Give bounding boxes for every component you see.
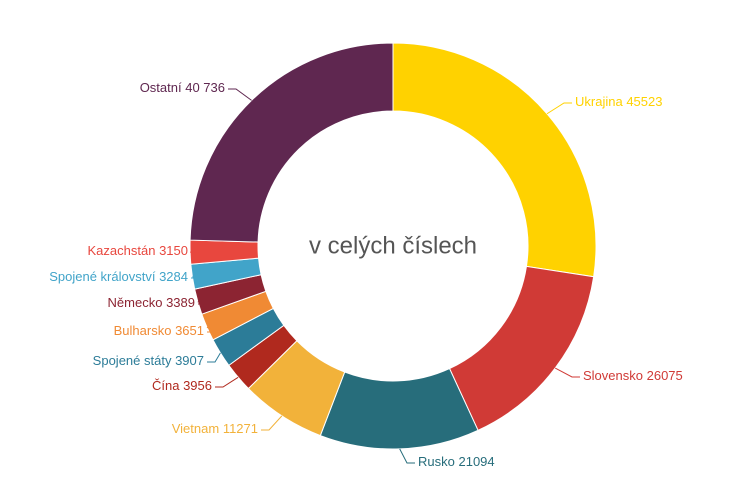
data-label: Ukrajina 45523: [575, 94, 662, 109]
label-name: Spojené státy: [93, 353, 172, 368]
leader-line: [197, 301, 207, 305]
leader-line: [399, 448, 415, 464]
data-label: Slovensko 26075: [583, 368, 683, 383]
label-name: Ukrajina: [575, 94, 623, 109]
label-value: 45523: [626, 94, 662, 109]
leader-line: [261, 415, 283, 431]
slice: [189, 42, 394, 243]
label-name: Čína: [152, 378, 180, 393]
leader-line: [546, 102, 572, 115]
slice: [448, 265, 595, 432]
leader-line: [228, 88, 252, 101]
label-value: 3389: [166, 295, 195, 310]
label-value: 26075: [647, 368, 683, 383]
label-value: 21094: [458, 454, 494, 469]
leader-line: [215, 376, 239, 388]
data-label: Ostatní 40 736: [140, 80, 225, 95]
label-name: Ostatní: [140, 80, 182, 95]
label-name: Kazachstán: [88, 243, 156, 258]
slice: [319, 367, 479, 450]
leader-line: [206, 326, 217, 333]
slice: [392, 42, 597, 278]
data-label: Kazachstán 3150: [88, 243, 188, 258]
data-label: Bulharsko 3651: [114, 323, 204, 338]
label-value: 3651: [175, 323, 204, 338]
data-label: Spojené státy 3907: [93, 353, 204, 368]
label-value: 3956: [183, 378, 212, 393]
data-label: Čína 3956: [152, 378, 212, 393]
label-name: Rusko: [418, 454, 455, 469]
data-label: Německo 3389: [108, 295, 195, 310]
label-name: Spojené království: [49, 269, 156, 284]
label-name: Německo: [108, 295, 163, 310]
data-label: Vietnam 11271: [172, 421, 258, 436]
label-name: Vietnam: [172, 421, 219, 436]
leader-line: [554, 367, 580, 378]
label-value: 40 736: [185, 80, 225, 95]
label-value: 3907: [175, 353, 204, 368]
label-name: Slovensko: [583, 368, 643, 383]
label-name: Bulharsko: [114, 323, 172, 338]
label-value: 3150: [159, 243, 188, 258]
label-value: 11271: [223, 421, 258, 436]
leader-line: [207, 352, 221, 363]
label-value: 3284: [159, 269, 188, 284]
chart-title: v celých číslech: [309, 232, 477, 259]
leader-line: [191, 276, 200, 279]
data-label: Spojené království 3284: [49, 269, 188, 284]
data-label: Rusko 21094: [418, 454, 495, 469]
